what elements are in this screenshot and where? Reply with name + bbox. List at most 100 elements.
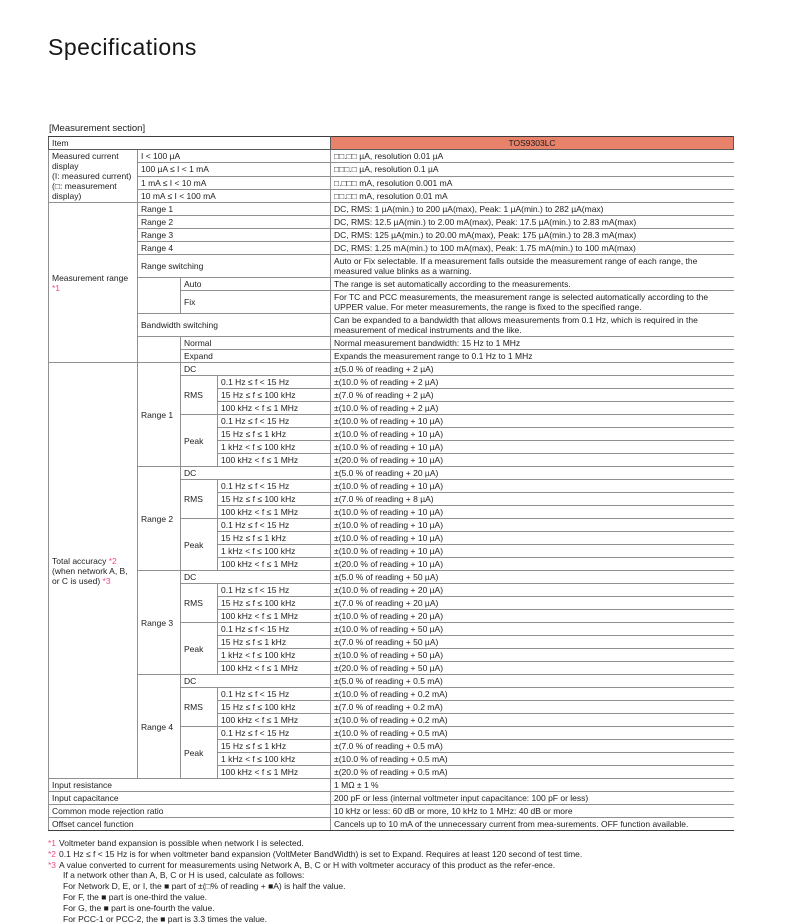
table-cell: □.□□□ mA, resolution 0.001 mA bbox=[330, 175, 734, 190]
table-cell: 200 pF or less (internal voltmeter input… bbox=[330, 791, 734, 805]
table-cell: ±(10.0 % of reading + 10 µA) bbox=[330, 440, 734, 454]
footnote-continuation: For PCC-1 or PCC-2, the ■ part is 3.3 ti… bbox=[63, 913, 268, 924]
table-cell: 100 kHz < f ≤ 1 MHz bbox=[216, 765, 332, 779]
table-row: Range 2 DC, RMS: 12.5 µA(min.) to 2.00 mA… bbox=[49, 215, 734, 229]
footnote-continuation: For G, the ■ part is one-fourth the valu… bbox=[63, 902, 215, 913]
table-cell: Peak bbox=[180, 622, 218, 675]
table-cell: 0.1 Hz ≤ f < 15 Hz bbox=[216, 687, 332, 701]
footnotes: *1 Voltmeter band expansion is possible w… bbox=[48, 838, 733, 924]
table-cell: Input resistance bbox=[47, 778, 332, 792]
table-cell: 1 kHz < f ≤ 100 kHz bbox=[216, 440, 332, 454]
table-cell: ±(7.0 % of reading + 0.5 mA) bbox=[330, 739, 734, 753]
table-cell: Range 1 bbox=[136, 202, 332, 216]
table-cell: Range 2 bbox=[136, 215, 332, 229]
table-cell: □□.□□ µA, resolution 0.01 µA bbox=[330, 148, 734, 164]
table-row: Measured current display (I: measured curr… bbox=[48, 148, 734, 203]
page-title: Specifications bbox=[48, 34, 197, 60]
table-cell: The range is set automatically according… bbox=[330, 277, 734, 291]
table-cell: 0.1 Hz ≤ f < 15 Hz bbox=[216, 726, 332, 740]
table-cell: 100 µA ≤ I < 1 mA bbox=[136, 162, 332, 177]
table-cell: Bandwidth switching bbox=[136, 313, 332, 337]
footnote-text: 0.1 Hz ≤ f < 15 Hz is for when voltmeter… bbox=[59, 848, 583, 859]
table-row: 100 kHz < f ≤ 1 MHz ±(10.0 % of reading +… bbox=[49, 713, 734, 727]
table-cell: 1 mA ≤ I < 10 mA bbox=[136, 175, 332, 190]
table-cell: 100 kHz < f ≤ 1 MHz bbox=[216, 661, 332, 675]
table-cell: Range 3 bbox=[136, 228, 332, 242]
table-row: Peak 0.1 Hz ≤ f < 15 Hz ±(10.0 % of readin… bbox=[49, 518, 734, 571]
table-cell: 15 Hz ≤ f ≤ 100 kHz bbox=[216, 388, 332, 402]
table-cell: 0.1 Hz ≤ f < 15 Hz bbox=[216, 518, 332, 532]
table-cell: 15 Hz ≤ f ≤ 1 kHz bbox=[216, 739, 332, 753]
table-row: Input resistance 1 MΩ ± 1 % bbox=[47, 778, 734, 792]
table-cell: DC, RMS: 125 µA(min.) to 20.00 mA(max), … bbox=[330, 228, 734, 242]
table-cell: ±(7.0 % of reading + 50 µA) bbox=[330, 635, 734, 649]
table-cell: Normal bbox=[179, 336, 332, 350]
table-cell: ±(10.0 % of reading + 0.2 mA) bbox=[330, 713, 734, 727]
footnote-marker: *1 bbox=[48, 838, 57, 848]
table-cell bbox=[137, 336, 181, 363]
footnote-marker: *3 bbox=[48, 859, 57, 870]
table-cell: Fix bbox=[179, 290, 332, 314]
table-cell: Expand bbox=[179, 349, 332, 363]
table-row: Range 3 DC ±(5.0 % of reading + 50 µA) bbox=[49, 570, 734, 675]
table-cell: Measurement range *1 bbox=[48, 202, 138, 363]
table-cell: DC, RMS: 1 µA(min.) to 200 µA(max), Peak… bbox=[330, 202, 734, 216]
table-row: Range 4 DC, RMS: 1.25 mA(min.) to 100 mA(… bbox=[49, 241, 734, 255]
table-cell: For TC and PCC measurements, the measure… bbox=[330, 290, 734, 314]
table-cell: 10 kHz or less: 60 dB or more, 10 kHz to… bbox=[330, 804, 734, 818]
table-cell: ±(7.0 % of reading + 0.2 mA) bbox=[330, 700, 734, 714]
table-cell: 0.1 Hz ≤ f < 15 Hz bbox=[216, 622, 332, 636]
table-cell: Measured current display (I: measured curr… bbox=[48, 149, 138, 203]
table-cell: ±(10.0 % of reading + 50 µA) bbox=[330, 648, 734, 662]
table-cell: Peak bbox=[180, 414, 218, 467]
table-cell: Peak bbox=[180, 518, 218, 571]
table-cell: ±(7.0 % of reading + 20 µA) bbox=[330, 596, 734, 610]
item-column-header: Item bbox=[47, 136, 332, 150]
table-cell: Total accuracy *2 (when network A, B, or C… bbox=[48, 362, 138, 779]
table-cell: ±(7.0 % of reading + 8 µA) bbox=[330, 492, 734, 506]
table-cell: 100 kHz < f ≤ 1 MHz bbox=[216, 557, 332, 571]
table-cell: ±(5.0 % of reading + 50 µA) bbox=[330, 570, 734, 584]
table-cell: 15 Hz ≤ f ≤ 1 kHz bbox=[216, 427, 332, 441]
table-cell: Range 4 bbox=[137, 674, 181, 779]
table-cell: 10 mA ≤ I < 100 mA bbox=[136, 188, 332, 204]
table-cell: Normal measurement bandwidth: 15 Hz to 1… bbox=[330, 336, 734, 350]
table-cell: Range 4 bbox=[136, 241, 332, 255]
table-cell: 1 kHz < f ≤ 100 kHz bbox=[216, 752, 332, 766]
table-row: Bandwidth switching Can be expanded to a … bbox=[49, 313, 734, 337]
table-cell: 1 MΩ ± 1 % bbox=[330, 778, 734, 792]
table-cell: ±(10.0 % of reading + 20 µA) bbox=[330, 583, 734, 597]
table-cell: ±(5.0 % of reading + 0.5 mA) bbox=[330, 674, 734, 688]
table-row: Common mode rejection ratio 10 kHz or les… bbox=[47, 804, 734, 818]
footnote-text: A value converted to current for measure… bbox=[59, 859, 556, 870]
table-cell: ±(10.0 % of reading + 10 µA) bbox=[330, 427, 734, 441]
table-cell: 15 Hz ≤ f ≤ 1 kHz bbox=[216, 531, 332, 545]
table-cell: RMS bbox=[180, 583, 218, 623]
table-cell: 100 kHz < f ≤ 1 MHz bbox=[216, 453, 332, 467]
footnote: *1 Voltmeter band expansion is possible w… bbox=[48, 838, 733, 849]
table-row: Offset cancel function Cancels up to 10 m… bbox=[47, 817, 734, 831]
table-cell: ±(10.0 % of reading + 20 µA) bbox=[330, 609, 734, 623]
table-row: 1 kHz < f ≤ 100 kHz ±(10.0 % of reading +… bbox=[49, 648, 734, 662]
table-cell: ±(7.0 % of reading + 2 µA) bbox=[330, 388, 734, 402]
table-cell: 100 kHz < f ≤ 1 MHz bbox=[216, 713, 332, 727]
table-cell: RMS bbox=[180, 479, 218, 519]
table-cell: Cancels up to 10 mA of the unnecessary c… bbox=[330, 817, 734, 831]
table-cell: Can be expanded to a bandwidth that allo… bbox=[330, 313, 734, 337]
footnote-continuation: For Network D, E, or I, the ■ part of ±(… bbox=[63, 881, 346, 892]
table-row: 100 kHz < f ≤ 1 MHz ±(20.0 % of reading +… bbox=[49, 765, 734, 779]
table-row: 100 kHz < f ≤ 1 MHz ±(20.0 % of reading +… bbox=[49, 557, 734, 571]
table-cell: 0.1 Hz ≤ f < 15 Hz bbox=[216, 375, 332, 389]
footnote-continuation: For F, the ■ part is one-third the value… bbox=[63, 891, 208, 902]
table-cell: ±(10.0 % of reading + 10 µA) bbox=[330, 479, 734, 493]
table-cell: Offset cancel function bbox=[47, 817, 332, 831]
footnote: *3 A value converted to current for measu… bbox=[48, 860, 733, 871]
table-cell: ±(10.0 % of reading + 10 µA) bbox=[330, 505, 734, 519]
table-cell: Auto or Fix selectable. If a measurement… bbox=[330, 254, 734, 278]
table-cell: ±(20.0 % of reading + 50 µA) bbox=[330, 661, 734, 675]
table-cell: 100 kHz < f ≤ 1 MHz bbox=[216, 401, 332, 415]
table-cell: Expands the measurement range to 0.1 Hz … bbox=[330, 349, 734, 363]
table-row: Input capacitance 200 pF or less (interna… bbox=[47, 791, 734, 805]
table-cell: Peak bbox=[180, 726, 218, 779]
